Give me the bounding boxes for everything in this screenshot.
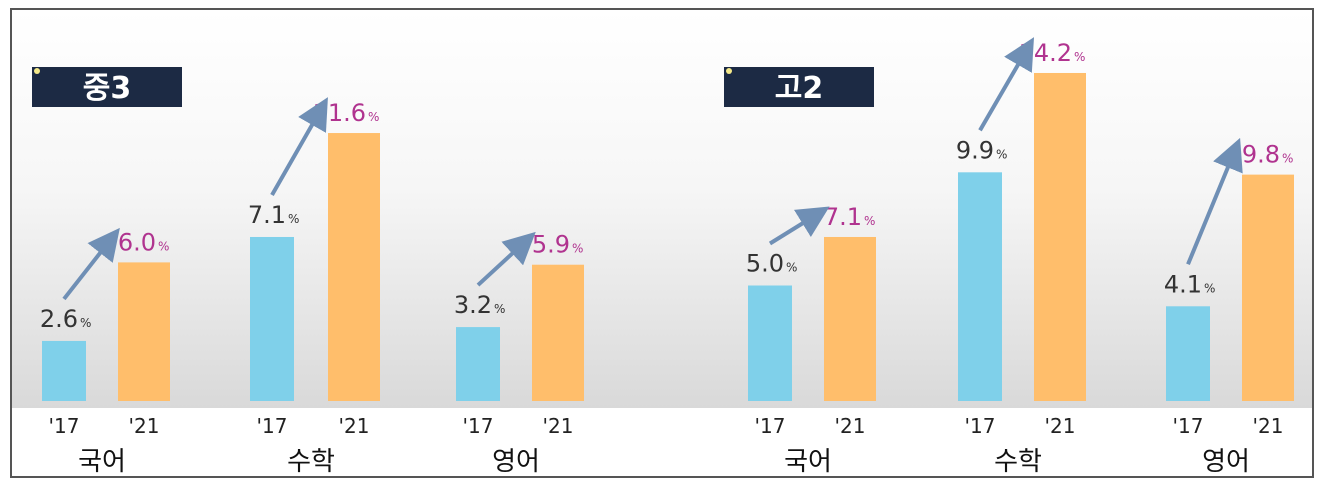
plot-background	[12, 10, 1312, 408]
badge-dot	[726, 68, 732, 74]
percent-sign: %	[288, 212, 299, 226]
x-tick-label: '17	[1173, 414, 1204, 438]
growth-arrow	[62, 227, 120, 301]
bar-2017-영어	[456, 327, 500, 401]
bar-2021-영어	[1242, 174, 1294, 401]
value-label-2017: 2.6	[40, 305, 78, 333]
panel-title: 중3	[83, 71, 131, 106]
title-badge	[32, 67, 182, 107]
x-tick-label: '17	[49, 414, 80, 438]
growth-arrow	[1186, 137, 1243, 266]
category-label: 국어	[78, 447, 126, 477]
category-label: 영어	[492, 447, 540, 477]
x-tick-label: '21	[835, 414, 866, 438]
percent-sign: %	[1074, 50, 1085, 64]
percent-sign: %	[80, 316, 91, 330]
value-label-2017: 5.0	[746, 250, 784, 278]
category-label: 수학	[287, 447, 335, 477]
panel-title: 고2	[775, 71, 823, 106]
percent-sign: %	[1282, 152, 1293, 166]
bar-2021-영어	[532, 264, 584, 401]
value-label-2021: 6.0	[118, 228, 156, 256]
badge-dot	[34, 68, 40, 74]
growth-arrow	[768, 206, 830, 246]
x-tick-label: '17	[257, 414, 288, 438]
percent-sign: %	[158, 239, 169, 253]
growth-arrow	[270, 97, 328, 196]
bar-2017-국어	[42, 340, 86, 401]
bar-2021-국어	[118, 262, 170, 401]
x-tick-label: '21	[339, 414, 370, 438]
bar-2017-수학	[958, 172, 1002, 401]
bar-2017-영어	[1166, 306, 1210, 401]
bar-2021-수학	[1034, 72, 1086, 402]
percent-sign: %	[864, 214, 875, 228]
value-label-2021: 7.1	[824, 203, 862, 231]
value-label-2021: 9.8	[1242, 141, 1280, 169]
x-tick-label: '21	[1045, 414, 1076, 438]
bar-2017-국어	[748, 285, 792, 401]
x-tick-label: '21	[1253, 414, 1284, 438]
bar-2021-수학	[328, 133, 380, 401]
category-label: 수학	[994, 447, 1042, 477]
growth-arrow	[978, 37, 1035, 132]
percent-sign: %	[1204, 281, 1215, 295]
value-label-2017: 7.1	[248, 201, 286, 229]
category-label: 국어	[784, 447, 832, 477]
percent-sign: %	[572, 242, 583, 256]
bar-2017-수학	[250, 236, 294, 401]
growth-arrow	[476, 231, 536, 287]
value-label-2017: 3.2	[454, 291, 492, 319]
percent-sign: %	[996, 147, 1007, 161]
value-label-2021: 5.9	[532, 231, 570, 259]
chart-frame: 중3 2.6% 6.0% '17'21 국어 7.1% 11.6% '17'21 수학 3.2% 5…	[10, 8, 1314, 478]
x-tick-label: '17	[755, 414, 786, 438]
value-label-2017: 4.1	[1164, 270, 1202, 298]
bar-2021-국어	[824, 236, 876, 401]
percent-sign: %	[494, 302, 505, 316]
value-label-2017: 9.9	[956, 136, 994, 164]
category-label: 영어	[1202, 447, 1250, 477]
x-tick-label: '21	[543, 414, 574, 438]
title-badge	[724, 67, 874, 107]
percent-sign: %	[368, 110, 379, 124]
x-tick-label: '17	[463, 414, 494, 438]
x-tick-label: '17	[965, 414, 996, 438]
x-tick-label: '21	[129, 414, 160, 438]
percent-sign: %	[786, 261, 797, 275]
